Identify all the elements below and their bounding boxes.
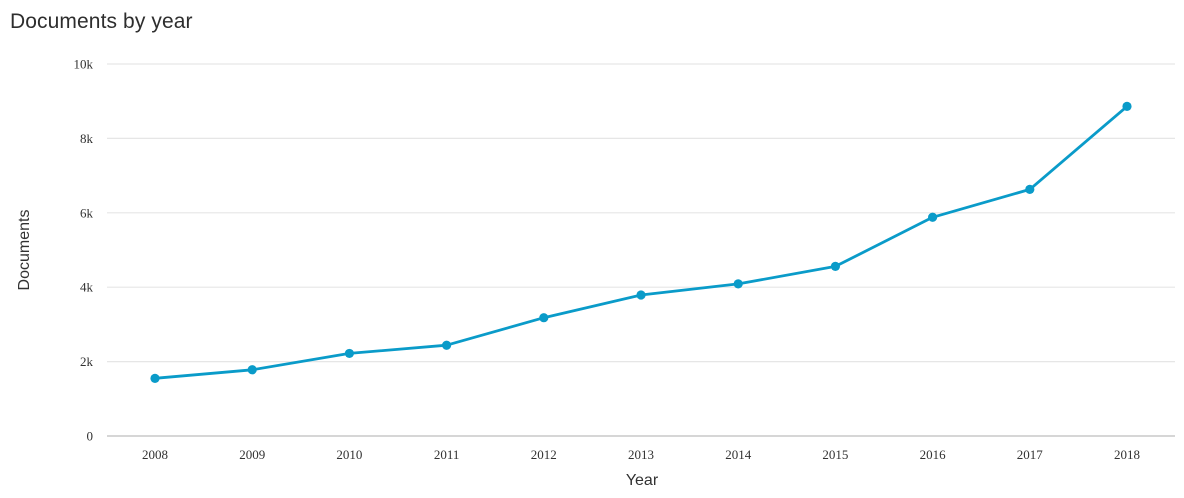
x-axis-title: Year <box>626 472 659 489</box>
x-axis-ticks: 2008 2009 2010 2011 2012 2013 2014 2015 2016 2017… <box>142 447 1140 462</box>
data-point[interactable] <box>150 373 160 383</box>
data-point[interactable] <box>830 261 841 271</box>
gridlines <box>107 63 1175 363</box>
data-point[interactable] <box>733 279 743 289</box>
data-point[interactable] <box>636 290 646 300</box>
data-point[interactable] <box>1122 101 1132 112</box>
x-tick-label: 2011 <box>434 447 460 462</box>
x-tick-label: 2015 <box>822 447 848 462</box>
data-point[interactable] <box>247 365 257 375</box>
y-tick-label: 6k <box>80 205 94 220</box>
y-tick-label: 2k <box>80 354 94 369</box>
data-point[interactable] <box>928 212 938 222</box>
y-tick-label: 8k <box>80 131 94 146</box>
data-point[interactable] <box>539 313 549 323</box>
y-tick-label: 4k <box>80 280 94 295</box>
y-axis-title: Documents <box>16 210 33 291</box>
data-point[interactable] <box>442 340 452 350</box>
x-tick-label: 2012 <box>531 447 557 462</box>
x-tick-label: 2016 <box>920 447 947 462</box>
data-point[interactable] <box>344 348 354 359</box>
x-tick-label: 2008 <box>142 447 168 462</box>
data-point[interactable] <box>1025 184 1035 194</box>
y-axis-ticks: 0 2k 4k 6k 8k 10k <box>74 57 94 444</box>
x-tick-label: 2018 <box>1114 447 1140 462</box>
x-tick-label: 2014 <box>725 447 752 462</box>
y-tick-label: 0 <box>87 429 94 444</box>
x-tick-label: 2017 <box>1017 447 1044 462</box>
chart-title: Documents by year <box>10 10 193 33</box>
series-line <box>153 105 1129 380</box>
x-tick-label: 2013 <box>628 447 654 462</box>
x-tick-label: 2010 <box>336 447 362 462</box>
series-layer <box>150 101 1132 383</box>
x-tick-label: 2009 <box>239 447 265 462</box>
y-tick-label: 10k <box>74 57 94 72</box>
